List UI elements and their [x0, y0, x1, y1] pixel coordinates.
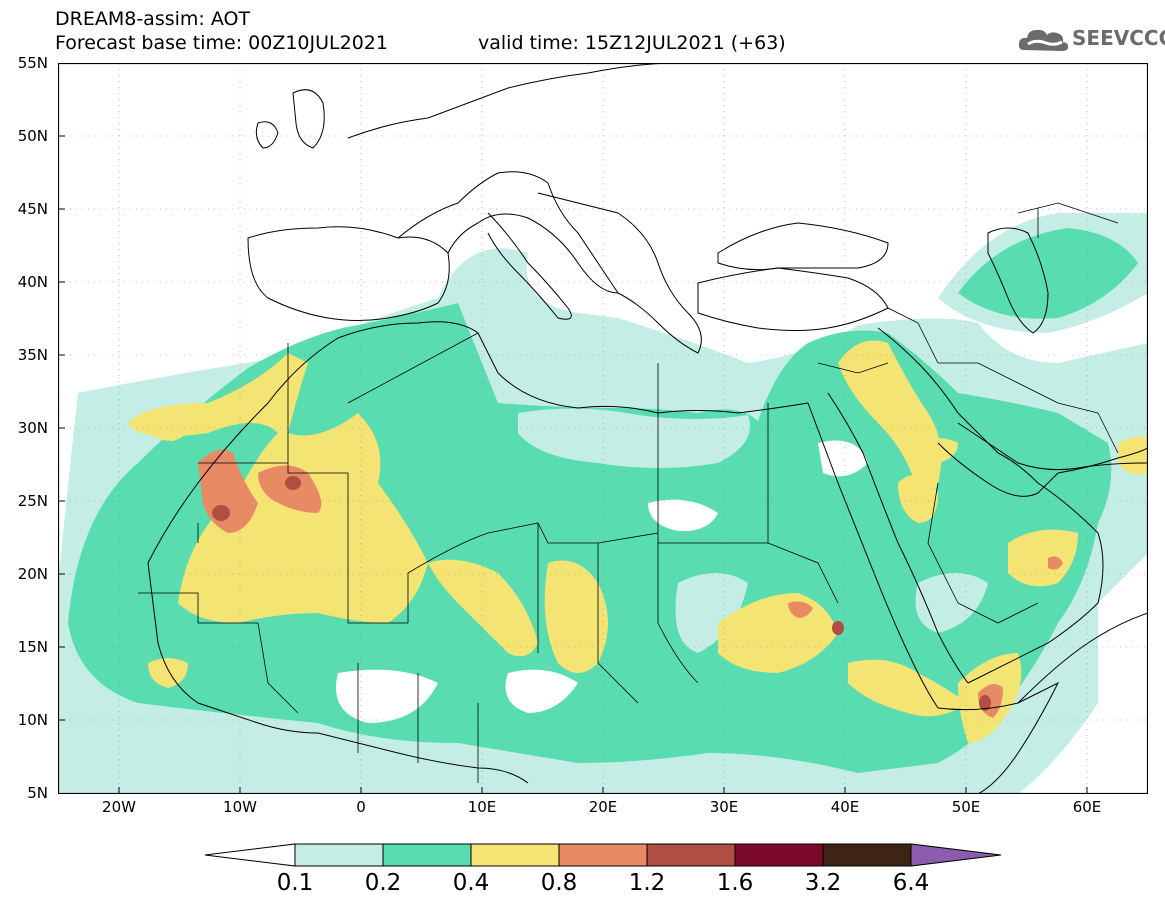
colorbar-label: 0.4	[452, 870, 490, 896]
lat-label: 15N	[17, 638, 48, 656]
colorbar-swatch	[822, 843, 912, 867]
colorbar-swatch	[382, 843, 472, 867]
lat-label: 55N	[17, 54, 48, 72]
country-borders	[138, 202, 1119, 783]
colorbar-label: 6.4	[892, 870, 930, 896]
lon-label: 60E	[1072, 798, 1102, 816]
lon-label: 40E	[830, 798, 860, 816]
colorbar-swatch	[470, 843, 560, 867]
colorbar-label: 1.6	[716, 870, 754, 896]
colorbar-swatch	[294, 843, 384, 867]
colorbar-label: 0.8	[540, 870, 578, 896]
colorbar-high-arrow	[910, 843, 1002, 867]
lat-label: 20N	[17, 565, 48, 583]
lat-label: 45N	[17, 200, 48, 218]
lon-label: 0	[356, 798, 366, 816]
lat-label: 40N	[17, 273, 48, 291]
lon-label: 50E	[951, 798, 981, 816]
valid-time: valid time: 15Z12JUL2021 (+63)	[478, 32, 786, 54]
map-title: DREAM8-assim: AOT	[55, 8, 251, 30]
logo-text: SEEVCCC	[1072, 26, 1165, 50]
lat-label: 25N	[17, 492, 48, 510]
colorbar-label: 0.2	[364, 870, 402, 896]
colorbar-label: 0.1	[276, 870, 314, 896]
colorbar	[204, 840, 1005, 870]
lon-label: 10E	[467, 798, 497, 816]
aot-level-0.2	[68, 228, 1138, 773]
map-canvas	[57, 62, 1149, 795]
lon-label: 20E	[588, 798, 618, 816]
colorbar-swatch	[734, 843, 824, 867]
aot-level-1.2	[212, 476, 991, 711]
map-ticks	[58, 135, 1088, 794]
colorbar-svg	[204, 843, 1002, 867]
colorbar-swatch	[646, 843, 736, 867]
lon-label: 10W	[223, 798, 257, 816]
lat-label: 35N	[17, 346, 48, 364]
lat-label: 30N	[17, 419, 48, 437]
lat-label: 10N	[17, 711, 48, 729]
cloud-icon	[1018, 29, 1069, 51]
colorbar-label: 1.2	[628, 870, 666, 896]
forecast-base-time: Forecast base time: 00Z10JUL2021	[55, 32, 388, 54]
aot-map	[57, 62, 1149, 795]
colorbar-low-arrow	[204, 843, 296, 867]
lon-label: 30E	[709, 798, 739, 816]
lon-label: 20W	[102, 798, 136, 816]
lat-label: 5N	[27, 784, 48, 802]
seevccc-logo: SEEVCCC	[1016, 22, 1165, 56]
lat-label: 50N	[17, 127, 48, 145]
colorbar-swatch	[558, 843, 648, 867]
aot-light-patches	[336, 362, 1118, 723]
coastlines	[147, 63, 1148, 794]
colorbar-label: 3.2	[804, 870, 842, 896]
